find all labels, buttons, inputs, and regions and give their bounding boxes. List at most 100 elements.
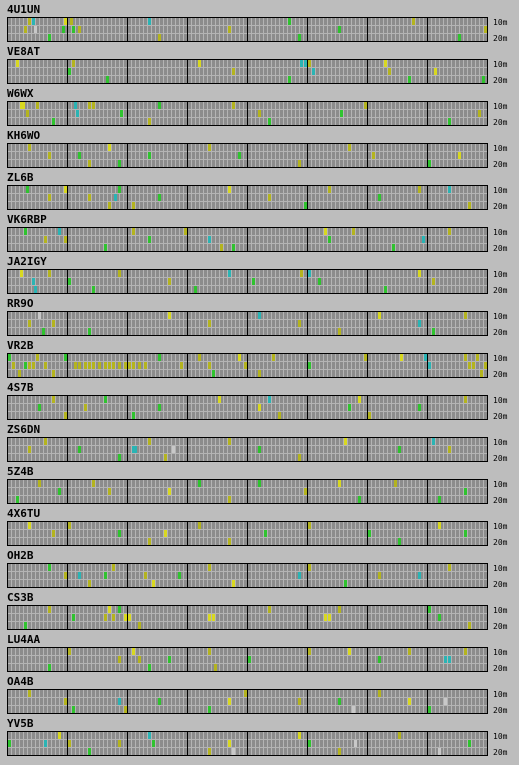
signal-spot (398, 732, 401, 739)
signal-spot (428, 706, 431, 713)
station-callsign: YV5B (7, 717, 34, 730)
signal-spot (298, 732, 301, 739)
signal-spot (268, 194, 271, 201)
signal-spot (484, 362, 487, 369)
signal-spot (248, 656, 251, 663)
signal-spot (268, 118, 271, 125)
signal-spot (148, 152, 151, 159)
signal-spot (108, 488, 111, 495)
signal-spot (48, 664, 51, 671)
signal-spot (268, 396, 271, 403)
signal-spot (318, 278, 321, 285)
signal-spot (52, 118, 55, 125)
signal-spot (444, 656, 447, 663)
signal-spot (340, 110, 343, 117)
station-ja2igy: JA2IGY 10m 20m (0, 253, 519, 295)
signal-spot (418, 186, 421, 193)
signal-spot (464, 488, 467, 495)
signal-spot (112, 614, 115, 621)
signal-spot (484, 26, 487, 33)
signal-spot (328, 614, 331, 621)
station-kh6wo: KH6WO 10m 20m (0, 127, 519, 169)
signal-spot (258, 404, 261, 411)
station-vr2b: VR2B 10m 20m (0, 337, 519, 379)
signal-spot (132, 446, 135, 453)
signal-spot (8, 740, 11, 747)
signal-spot (218, 396, 221, 403)
band-label-10m: 10m (493, 18, 508, 27)
signal-spot (108, 362, 111, 369)
signal-spot (158, 34, 161, 41)
propagation-grid (7, 185, 488, 210)
band-label-20m: 20m (493, 664, 508, 673)
signal-spot (476, 354, 479, 361)
station-callsign: 4X6TU (7, 507, 41, 520)
signal-spot (198, 354, 201, 361)
signal-spot (72, 60, 75, 67)
signal-spot (232, 580, 235, 587)
signal-spot (298, 572, 301, 579)
station-oa4b: OA4B 10m 20m (0, 673, 519, 715)
station-rr9o: RR9O 10m 20m (0, 295, 519, 337)
propagation-grid (7, 17, 488, 42)
signal-spot (212, 370, 215, 377)
signal-spot (198, 60, 201, 67)
signal-spot (26, 186, 29, 193)
band-label-10m: 10m (493, 690, 508, 699)
signal-spot (448, 228, 451, 235)
signal-spot (158, 354, 161, 361)
signal-spot (232, 244, 235, 251)
signal-spot (68, 68, 71, 75)
signal-spot (78, 362, 81, 369)
station-ve8at: VE8AT 10m 20m (0, 43, 519, 85)
signal-spot (92, 286, 95, 293)
signal-spot (258, 446, 261, 453)
signal-spot (468, 362, 471, 369)
signal-spot (482, 76, 485, 83)
signal-spot (92, 480, 95, 487)
signal-spot (304, 488, 307, 495)
signal-spot (298, 698, 301, 705)
station-callsign: RR9O (7, 297, 34, 310)
signal-spot (304, 60, 307, 67)
propagation-grid (7, 227, 488, 252)
signal-spot (148, 118, 151, 125)
signal-spot (44, 438, 47, 445)
signal-spot (108, 202, 111, 209)
signal-spot (304, 202, 307, 209)
signal-spot (112, 362, 115, 369)
signal-spot (298, 160, 301, 167)
signal-spot (352, 228, 355, 235)
propagation-grid (7, 647, 488, 672)
station-oh2b: OH2B 10m 20m (0, 547, 519, 589)
signal-spot (148, 236, 151, 243)
signal-spot (28, 690, 31, 697)
station-5z4b: 5Z4B 10m 20m (0, 463, 519, 505)
signal-spot (118, 656, 121, 663)
signal-spot (158, 102, 161, 109)
signal-spot (68, 522, 71, 529)
signal-spot (208, 236, 211, 243)
signal-spot (58, 488, 61, 495)
station-callsign: VK6RBP (7, 213, 47, 226)
signal-spot (16, 496, 19, 503)
station-vk6rbp: VK6RBP 10m 20m (0, 211, 519, 253)
station-callsign: OH2B (7, 549, 34, 562)
signal-spot (98, 362, 101, 369)
signal-spot (72, 706, 75, 713)
signal-spot (148, 438, 151, 445)
signal-spot (468, 740, 471, 747)
signal-spot (392, 244, 395, 251)
station-callsign: CS3B (7, 591, 34, 604)
signal-spot (64, 354, 67, 361)
signal-spot (368, 530, 371, 537)
signal-spot (168, 312, 171, 319)
signal-spot (464, 530, 467, 537)
signal-spot (78, 26, 81, 33)
signal-spot (64, 412, 67, 419)
signal-spot (358, 396, 361, 403)
signal-spot (184, 228, 187, 235)
signal-spot (478, 110, 481, 117)
station-callsign: 4U1UN (7, 3, 41, 16)
signal-spot (124, 614, 127, 621)
